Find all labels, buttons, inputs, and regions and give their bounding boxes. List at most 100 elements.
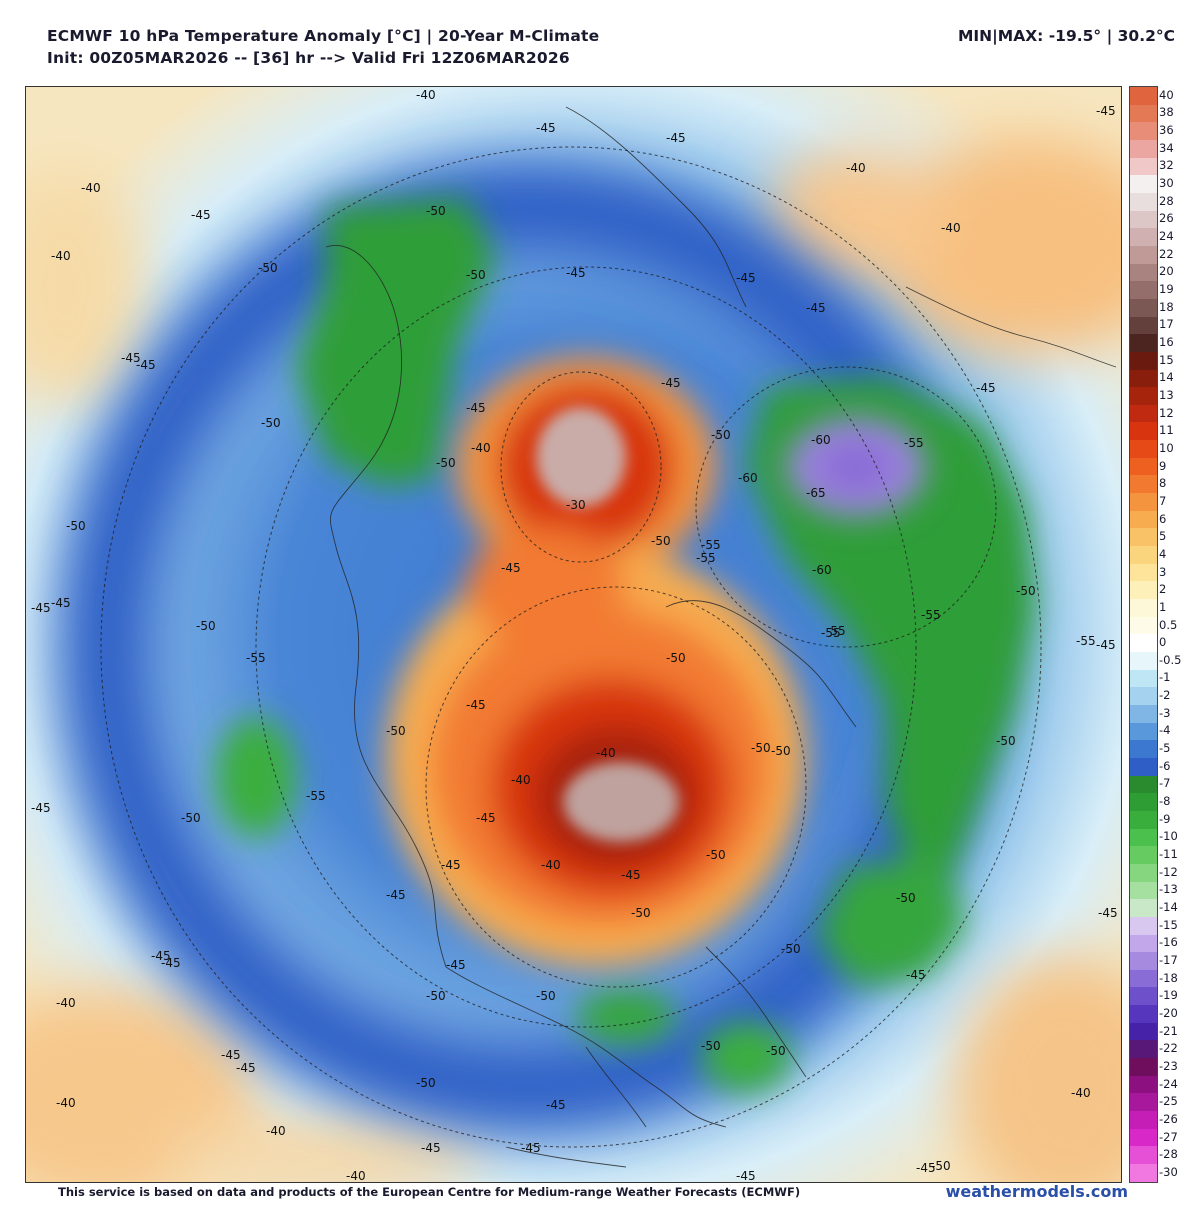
color-scale-label: 36 (1159, 123, 1174, 138)
contour-label: -55 (826, 624, 846, 638)
color-scale-swatch (1130, 228, 1157, 246)
color-scale-label: 4 (1159, 546, 1167, 561)
color-scale-swatch (1130, 969, 1157, 988)
contour-label: -40 (81, 181, 101, 195)
color-scale-swatch (1130, 952, 1157, 970)
contour-label: -45 (501, 561, 521, 575)
color-scale-label: -21 (1159, 1023, 1178, 1038)
color-scale-swatch (1130, 987, 1157, 1006)
color-scale-swatch (1130, 422, 1157, 441)
color-scale-swatch (1130, 1022, 1157, 1041)
contour-label: -45 (221, 1048, 241, 1062)
contour-label: -50 (436, 456, 456, 470)
color-scale-swatch (1130, 157, 1157, 176)
color-scale-label: -4 (1159, 723, 1171, 738)
color-scale-label: -11 (1159, 847, 1178, 862)
color-scale-labels: 40 38 36 34 32 30 28 26 24 22 20 19 18 17 16 15 14 13 12 11… (1159, 86, 1200, 1181)
color-scale-label: -1 (1159, 670, 1171, 685)
contour-label: -50 (666, 651, 686, 665)
color-scale-swatch (1130, 1058, 1157, 1076)
contour-label: -50 (261, 416, 281, 430)
color-scale-label: 7 (1159, 493, 1167, 508)
data-credit-text: This service is based on data and produc… (58, 1185, 801, 1199)
color-scale-label: 15 (1159, 352, 1174, 367)
coastlines (325, 106, 1117, 1168)
contour-label: -60 (738, 471, 758, 485)
color-scale-swatch (1130, 87, 1157, 105)
color-scale-label: -27 (1159, 1129, 1178, 1144)
color-scale-label: 0.5 (1159, 617, 1178, 632)
color-scale-label: 0 (1159, 635, 1167, 650)
anomaly-map-svg: -40 -45 -45 -40 -45 -50 -40 -45 -40 -45 … (26, 87, 1121, 1182)
color-scale-label: 30 (1159, 176, 1174, 191)
anomaly-map: -40 -45 -45 -40 -45 -50 -40 -45 -40 -45 … (25, 86, 1122, 1183)
contour-label: -45 (121, 351, 141, 365)
contour-label: -45 (621, 868, 641, 882)
brand-link[interactable]: weathermodels.com (945, 1182, 1128, 1201)
contour-label: -55 (306, 789, 326, 803)
contour-label: -40 (266, 1124, 286, 1138)
contour-label: -45 (476, 811, 496, 825)
contour-label: -45 (161, 956, 181, 970)
color-scale-swatch (1130, 316, 1157, 335)
contour-label: -50 (651, 534, 671, 548)
contour-label: -45 (916, 1161, 936, 1175)
contour-label: -40 (1071, 1086, 1091, 1100)
color-scale-label: -8 (1159, 794, 1171, 809)
contour-label: -55 (696, 551, 716, 565)
color-scale-label: -0.5 (1159, 652, 1182, 667)
contour-label: -40 (471, 441, 491, 455)
contour-label: -45 (736, 271, 756, 285)
contour-label: -45 (51, 596, 71, 610)
color-scale-swatch (1130, 581, 1157, 600)
contour-label: -50 (426, 204, 446, 218)
color-scale-swatch (1130, 616, 1157, 635)
contour-label: -50 (701, 1039, 721, 1053)
color-scale-swatch (1130, 687, 1157, 705)
contour-label: -50 (536, 989, 556, 1003)
color-scale-swatch (1130, 281, 1157, 299)
color-scale-swatch (1130, 810, 1157, 829)
purple-cold-core (786, 417, 926, 517)
contour-label: -45 (566, 266, 586, 280)
color-scale-label: -13 (1159, 882, 1178, 897)
color-scale-swatch (1130, 139, 1157, 158)
color-scale-swatch (1130, 599, 1157, 617)
contour-label: -50 (416, 1076, 436, 1090)
color-scale-label: -10 (1159, 829, 1178, 844)
contour-label: -45 (151, 949, 171, 963)
color-scale-label: -16 (1159, 935, 1178, 950)
contour-label: -45 (446, 958, 466, 972)
color-scale-swatch (1130, 175, 1157, 193)
contour-label: -50 (751, 741, 771, 755)
color-scale-label: 24 (1159, 229, 1174, 244)
contour-label: -40 (941, 221, 961, 235)
color-scale-swatch (1130, 493, 1157, 511)
contour-label: -45 (31, 601, 51, 615)
color-scale-swatch (1130, 757, 1157, 776)
contour-label: -45 (906, 968, 926, 982)
color-scale-label: -24 (1159, 1076, 1178, 1091)
color-scale-swatch (1130, 210, 1157, 229)
color-scale-swatch (1130, 1164, 1157, 1182)
contour-label: -50 (766, 1044, 786, 1058)
contour-label: -50 (386, 724, 406, 738)
color-scale-swatch (1130, 934, 1157, 953)
color-scale-label: 6 (1159, 511, 1167, 526)
color-scale-label: -15 (1159, 917, 1178, 932)
contour-label: -45 (386, 888, 406, 902)
color-scale-swatch (1130, 1146, 1157, 1165)
color-scale-label: -23 (1159, 1058, 1178, 1073)
init-valid-line: Init: 00Z05MAR2026 -- [36] hr --> Valid … (47, 49, 570, 67)
color-scale-swatch (1130, 104, 1157, 123)
color-scale-label: -3 (1159, 705, 1171, 720)
contour-label: -50 (66, 519, 86, 533)
color-scale-swatch (1130, 652, 1157, 670)
color-scale-swatch (1130, 846, 1157, 864)
contour-label: -40 (511, 773, 531, 787)
color-scale-swatch (1130, 1005, 1157, 1023)
color-scale-swatch (1130, 775, 1157, 794)
color-scale-swatch (1130, 334, 1157, 352)
contour-label: -45 (736, 1169, 756, 1182)
contour-label: -45 (521, 1141, 541, 1155)
